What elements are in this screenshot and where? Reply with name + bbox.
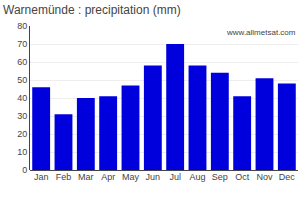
- svg-text:Jun: Jun: [146, 172, 161, 182]
- svg-text:Jul: Jul: [169, 172, 181, 182]
- svg-text:Mar: Mar: [78, 172, 94, 182]
- svg-text:10: 10: [17, 147, 27, 157]
- svg-text:70: 70: [17, 39, 27, 49]
- svg-text:30: 30: [17, 111, 27, 121]
- svg-text:Oct: Oct: [235, 172, 250, 182]
- svg-text:Dec: Dec: [279, 172, 296, 182]
- svg-text:Feb: Feb: [56, 172, 72, 182]
- svg-text:50: 50: [17, 75, 27, 85]
- svg-text:Sep: Sep: [212, 172, 228, 182]
- svg-text:80: 80: [17, 21, 27, 31]
- svg-text:www.allmetsat.com: www.allmetsat.com: [226, 28, 296, 37]
- svg-text:May: May: [122, 172, 140, 182]
- svg-text:40: 40: [17, 93, 27, 103]
- svg-text:60: 60: [17, 57, 27, 67]
- svg-text:Warnemünde : precipitation (mm: Warnemünde : precipitation (mm): [3, 3, 181, 17]
- svg-text:0: 0: [22, 165, 27, 175]
- svg-text:Jan: Jan: [34, 172, 49, 182]
- svg-text:20: 20: [17, 129, 27, 139]
- svg-text:Apr: Apr: [101, 172, 115, 182]
- svg-text:Nov: Nov: [256, 172, 273, 182]
- svg-text:Aug: Aug: [189, 172, 205, 182]
